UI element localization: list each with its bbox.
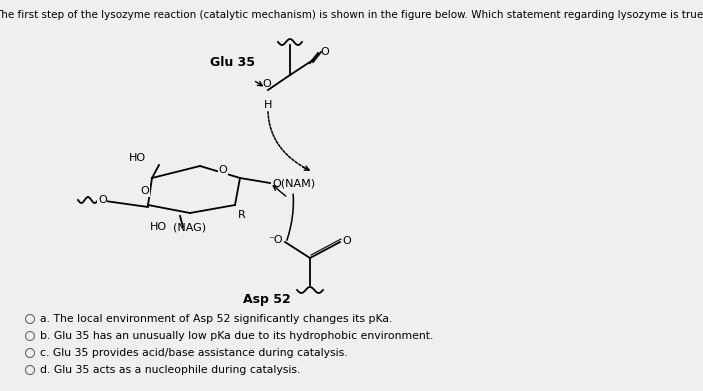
Text: d. Glu 35 acts as a nucleophile during catalysis.: d. Glu 35 acts as a nucleophile during c… <box>40 365 300 375</box>
Text: ⁻O: ⁻O <box>269 235 283 245</box>
Text: a. The local environment of Asp 52 significantly changes its pKa.: a. The local environment of Asp 52 signi… <box>40 314 392 324</box>
Text: O: O <box>98 195 107 205</box>
Text: Asp 52: Asp 52 <box>243 294 291 307</box>
Text: O: O <box>263 79 271 89</box>
Text: O(NAM): O(NAM) <box>272 178 315 188</box>
Text: (NAG): (NAG) <box>174 223 207 233</box>
Text: H: H <box>264 100 272 110</box>
Text: O: O <box>320 47 329 57</box>
Text: HO: HO <box>150 222 167 232</box>
Text: Glu 35: Glu 35 <box>210 57 255 70</box>
Text: HO: HO <box>129 153 146 163</box>
Text: R: R <box>238 210 246 220</box>
Text: The first step of the lysozyme reaction (catalytic mechanism) is shown in the fi: The first step of the lysozyme reaction … <box>0 10 703 20</box>
Text: O: O <box>219 165 227 175</box>
Text: b. Glu 35 has an unusually low pKa due to its hydrophobic environment.: b. Glu 35 has an unusually low pKa due t… <box>40 331 433 341</box>
Text: c. Glu 35 provides acid/base assistance during catalysis.: c. Glu 35 provides acid/base assistance … <box>40 348 347 358</box>
Text: O: O <box>342 236 351 246</box>
Text: O: O <box>141 186 149 196</box>
